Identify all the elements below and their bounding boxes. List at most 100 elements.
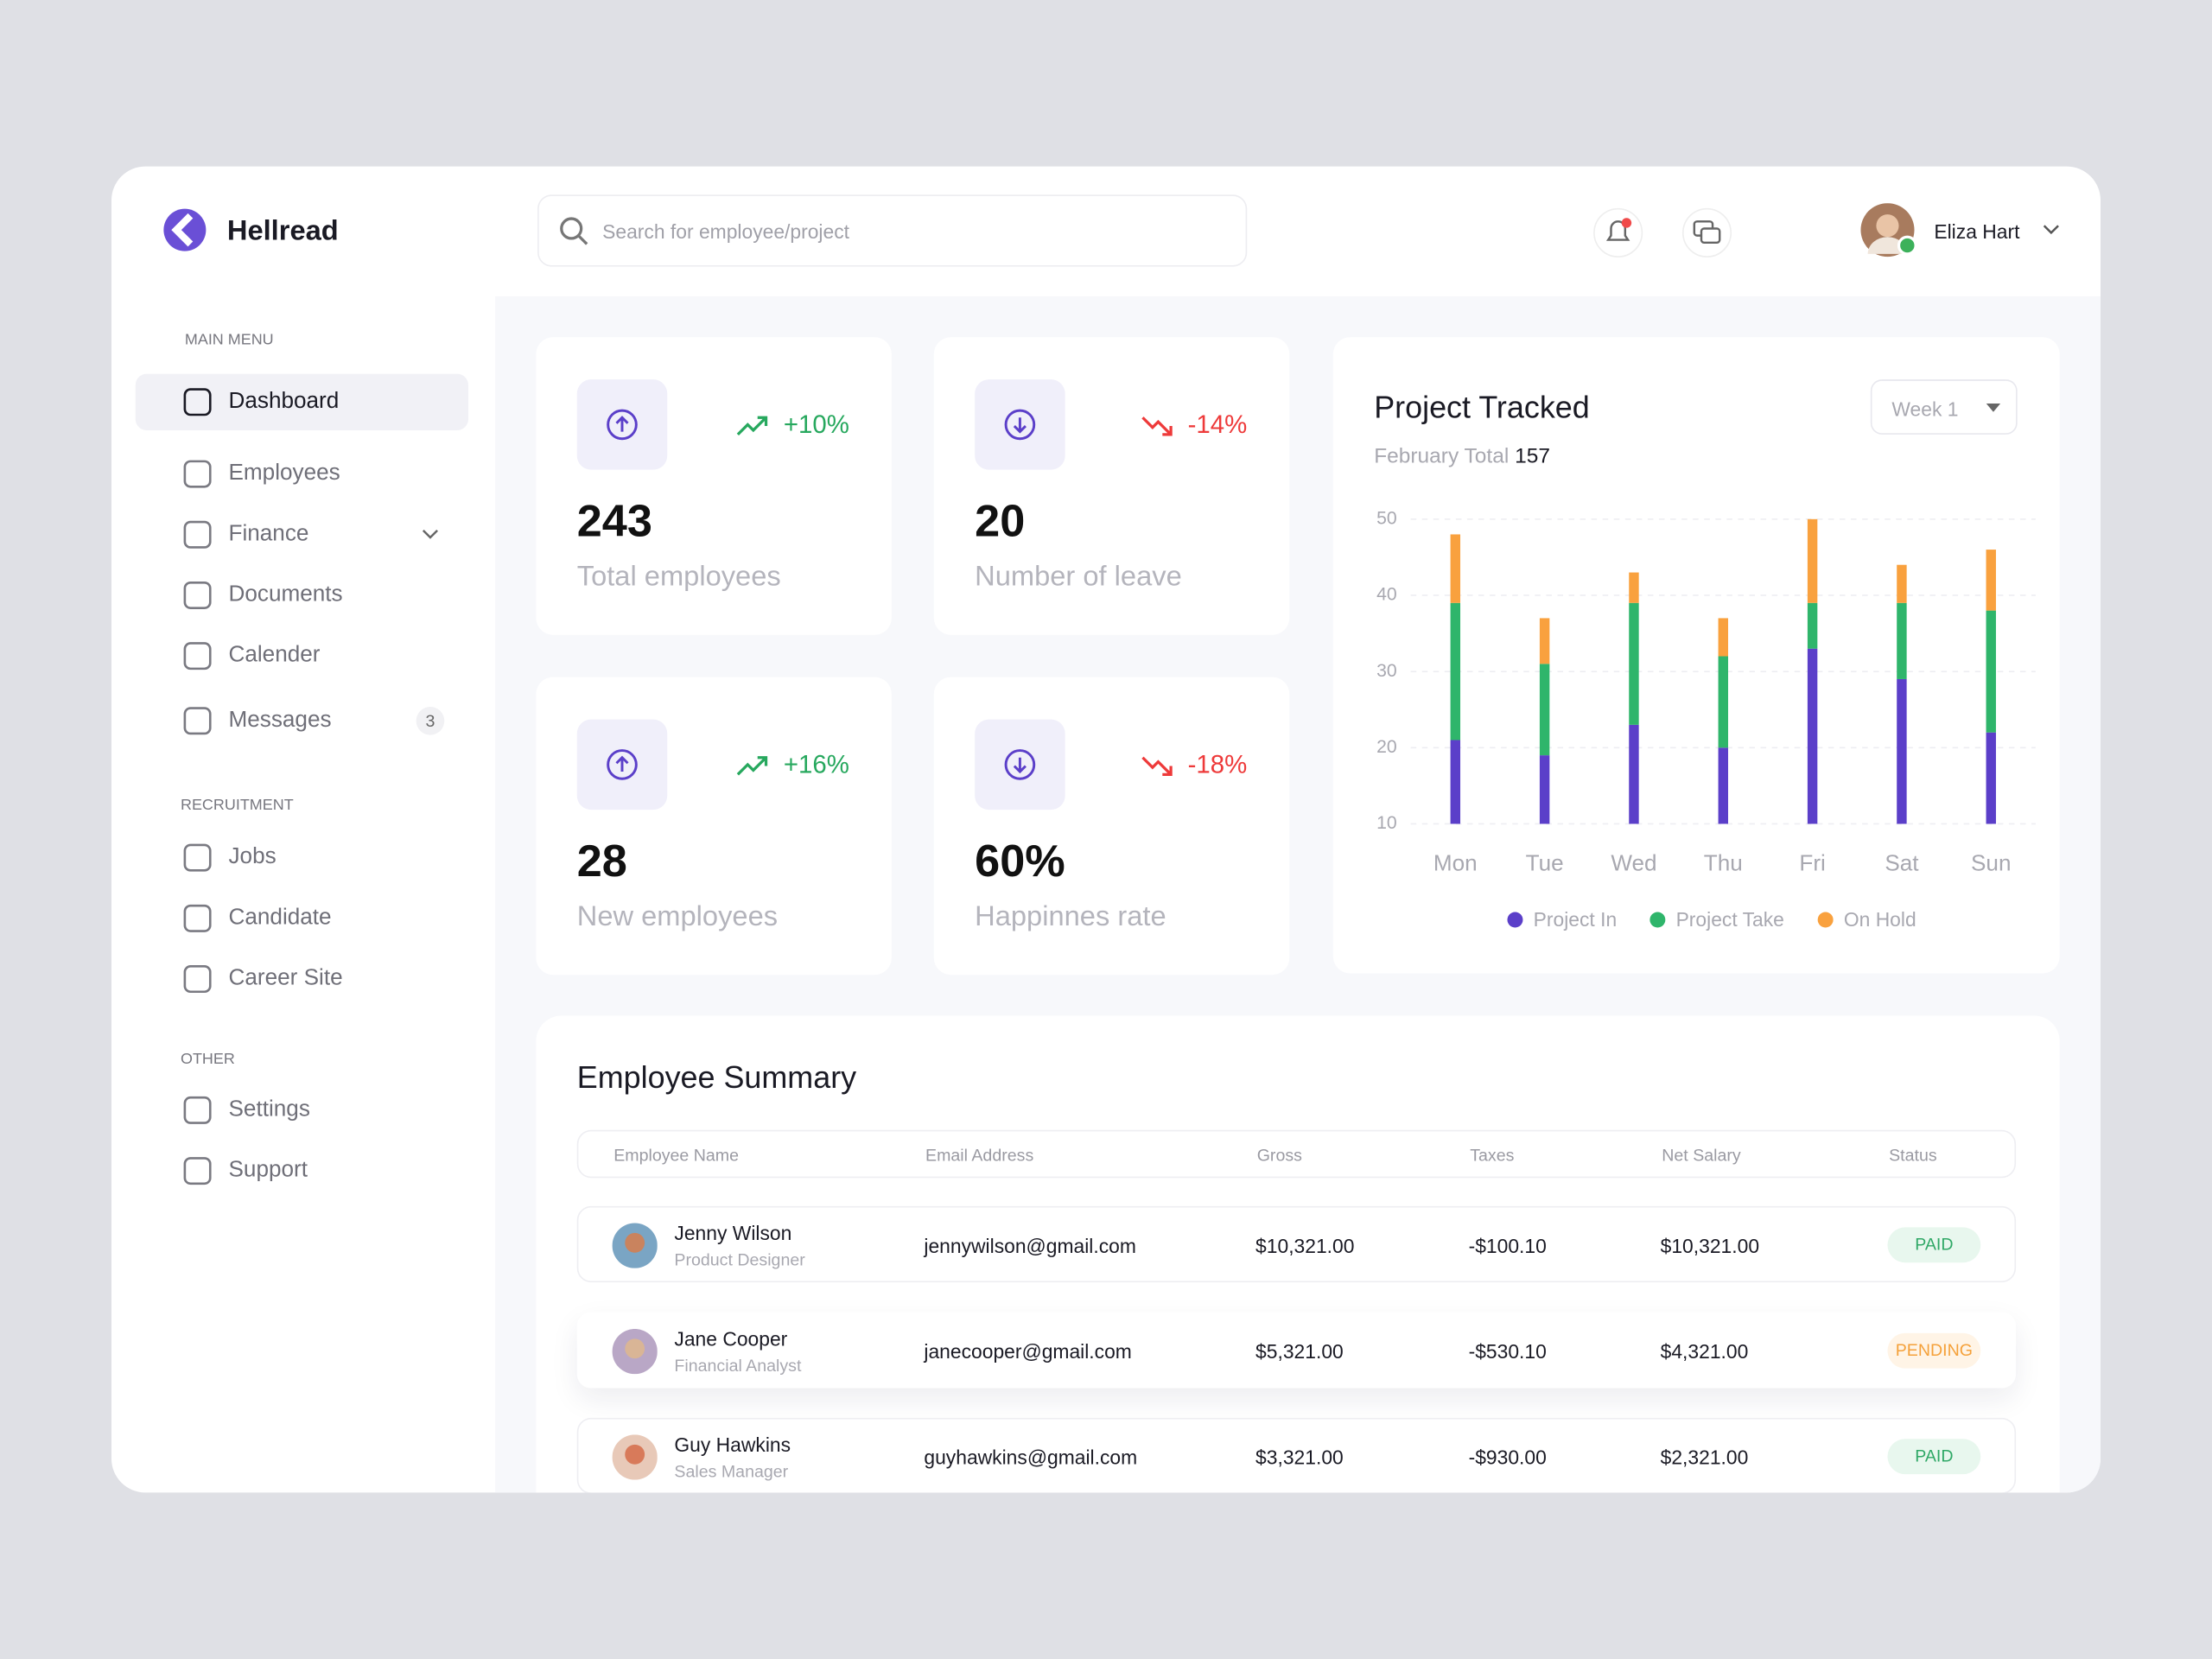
table-row[interactable]: Guy Hawkins Sales Manager guyhawkins@gmail… — [576, 1417, 2017, 1493]
cell-net: $4,321.00 — [1660, 1340, 1749, 1363]
table-row[interactable]: Jenny Wilson Product Designer jennywilson@… — [576, 1205, 2017, 1283]
legend-swatch — [1507, 912, 1523, 928]
trend-icon — [1141, 416, 1173, 435]
menu-icon-shape — [183, 642, 212, 671]
trend-icon-shape — [737, 755, 768, 775]
bar-segment — [1718, 747, 1728, 824]
stat-icon-box — [975, 719, 1065, 810]
logo — [163, 208, 207, 251]
user-menu[interactable]: Eliza Hart — [1860, 203, 2059, 259]
trend-icon-shape — [1141, 755, 1173, 776]
bar-segment — [1539, 755, 1550, 824]
menu-icon-shape — [183, 707, 212, 735]
bar-segment — [1718, 618, 1728, 657]
menu-icon — [183, 904, 212, 932]
menu-item[interactable]: Candidate — [136, 890, 468, 946]
stat-value: 20 — [975, 495, 1026, 546]
menu-icon-shape — [183, 1157, 212, 1185]
cell-net: $10,321.00 — [1660, 1234, 1760, 1257]
menu-icon — [183, 388, 212, 416]
menu-icon — [183, 642, 212, 671]
user-name: Eliza Hart — [1934, 219, 2020, 243]
menu-icon — [183, 1096, 212, 1124]
summary-title: Employee Summary — [576, 1059, 857, 1095]
menu-icon — [183, 460, 212, 488]
chart-title: Project Tracked — [1374, 389, 1590, 425]
status-pill: PENDING — [1887, 1332, 1981, 1369]
main-area: Project Tracked February Total 157 Week … — [495, 296, 2101, 1493]
stat-change: -14% — [1187, 410, 1248, 439]
search-box[interactable]: Search for employee/project — [537, 194, 1248, 267]
project-tracked-card: Project Tracked February Total 157 Week … — [1332, 337, 2060, 974]
x-tick-label: Thu — [1704, 850, 1743, 876]
cell-taxes: -$930.00 — [1468, 1446, 1547, 1469]
column-header: Status — [1889, 1145, 1937, 1166]
menu-label: Messages — [228, 708, 332, 733]
stat-value: 28 — [576, 835, 627, 887]
stat-icon-arrow — [615, 416, 629, 432]
employee-role: Product Designer — [674, 1249, 805, 1270]
period-dropdown[interactable]: Week 1 — [1870, 379, 2018, 435]
cell-email: janecooper@gmail.com — [924, 1340, 1132, 1363]
notification-button[interactable] — [1592, 207, 1643, 258]
column-header: Email Address — [925, 1145, 1034, 1166]
table-header: Employee Name Email Address Gross Taxes Net … — [576, 1129, 2017, 1179]
menu-item[interactable]: Calender — [136, 628, 468, 684]
stat-card: +10% 243 Total employees — [536, 337, 892, 635]
table-row[interactable]: Jane Cooper Financial Analyst janecooper@g… — [576, 1312, 2017, 1389]
x-tick-label: Wed — [1611, 850, 1656, 876]
period-caret — [1986, 403, 2001, 412]
x-tick-label: Sat — [1885, 850, 1919, 876]
bar-segment — [1450, 602, 1461, 741]
trend-icon — [1141, 755, 1173, 776]
bar-segment — [1807, 518, 1818, 603]
menu-icon-shape — [183, 1096, 212, 1124]
avatar-face — [625, 1444, 645, 1465]
menu-item[interactable]: Employees — [136, 446, 468, 502]
stat-card: +16% 28 New employees — [536, 677, 892, 976]
menu-section-title: OTHER — [180, 1051, 235, 1068]
stat-change: +10% — [783, 410, 849, 439]
stat-icon-box — [576, 719, 668, 810]
messages-button[interactable] — [1681, 207, 1732, 258]
menu-item[interactable]: Finance — [136, 506, 468, 563]
menu-item[interactable]: Support — [136, 1142, 468, 1198]
chart-subtitle-row: February Total 157 — [1374, 446, 1550, 467]
menu-icon — [183, 520, 212, 549]
menu-item[interactable]: Dashboard — [135, 373, 469, 430]
stat-icon-circle — [607, 409, 638, 441]
menu-icon-shape — [183, 388, 212, 416]
search-icon — [560, 217, 588, 245]
x-tick-label: Tue — [1526, 850, 1564, 876]
menu-icon-shape — [183, 460, 212, 488]
cell-taxes: -$100.10 — [1468, 1234, 1547, 1257]
y-tick-label: 10 — [1376, 813, 1397, 833]
status-pill: PAID — [1887, 1439, 1981, 1475]
employee-role: Sales Manager — [674, 1461, 789, 1482]
cell-gross: $10,321.00 — [1255, 1234, 1355, 1257]
menu-icon-shape — [183, 843, 212, 872]
employee-summary-card: Employee Summary Employee Name Email Addr… — [536, 1015, 2060, 1493]
menu-label: Candidate — [228, 906, 332, 930]
stat-trend: +16% — [735, 751, 849, 780]
menu-item[interactable]: Jobs — [136, 830, 468, 886]
stat-icon-arrow — [1013, 417, 1027, 434]
legend-swatch — [1649, 912, 1666, 928]
menu-item[interactable]: Messages 3 — [136, 693, 468, 749]
stat-icon — [607, 749, 638, 780]
menu-item[interactable]: Settings — [136, 1082, 468, 1138]
x-tick-label: Fri — [1799, 850, 1825, 876]
menu-icon — [183, 1157, 212, 1185]
menu-icon — [183, 707, 212, 735]
menu-section-title: MAIN MENU — [184, 331, 274, 349]
stat-trend: -18% — [1140, 751, 1247, 780]
menu-icon — [183, 581, 212, 609]
avatar-face — [625, 1338, 645, 1359]
avatar-face — [625, 1232, 645, 1253]
y-tick-label: 40 — [1376, 585, 1397, 605]
menu-item[interactable]: Documents — [136, 567, 468, 623]
stat-icon-circle — [1004, 749, 1036, 780]
column-header: Taxes — [1470, 1145, 1515, 1166]
menu-item[interactable]: Career Site — [136, 950, 468, 1007]
